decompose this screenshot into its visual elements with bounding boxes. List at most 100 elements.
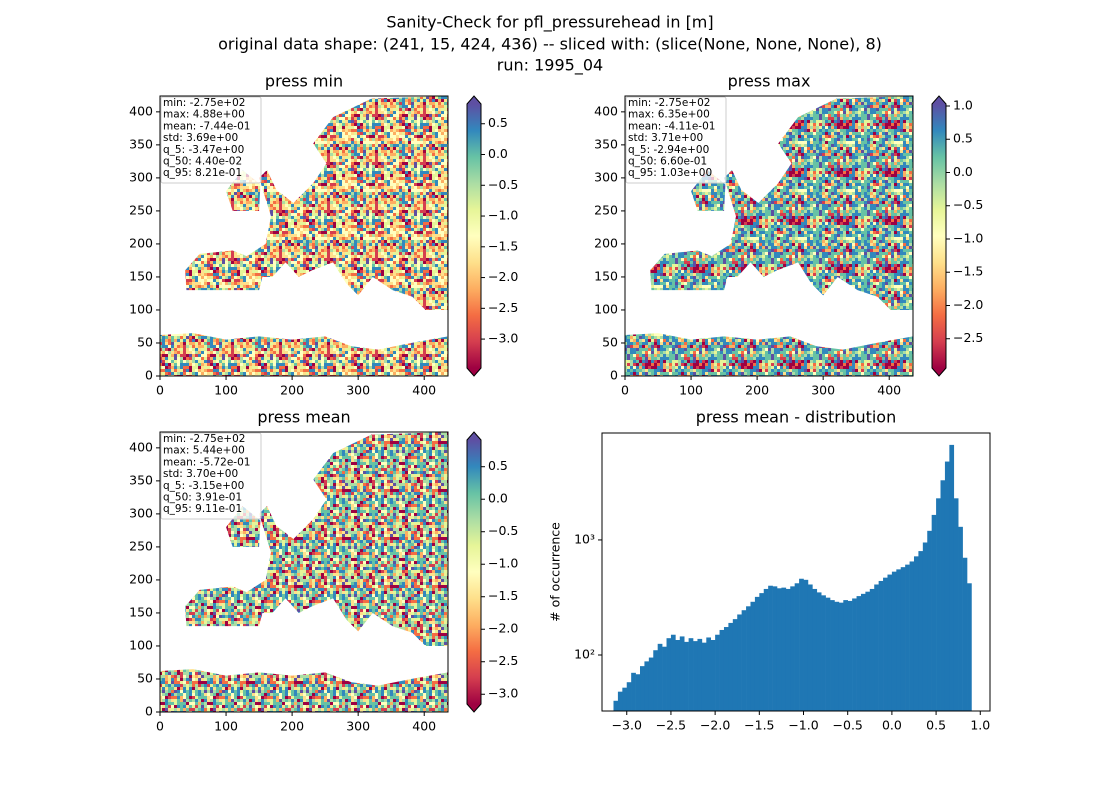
histogram-bar bbox=[737, 614, 742, 711]
histogram-bar bbox=[626, 682, 632, 711]
histogram-bar bbox=[874, 584, 879, 711]
histogram-bar bbox=[799, 578, 804, 711]
colorbar-tick-label: −2.0 bbox=[488, 269, 518, 284]
histogram-bar bbox=[852, 598, 857, 711]
histogram-bar bbox=[838, 602, 844, 711]
colorbar-tick-label: −3.0 bbox=[488, 331, 518, 346]
colorbar-tick-label: −1.5 bbox=[488, 588, 518, 603]
x-tick-label: −0.5 bbox=[833, 718, 863, 733]
histogram-bar bbox=[803, 579, 809, 711]
figure-subtitle: original data shape: (241, 15, 424, 436)… bbox=[218, 35, 882, 54]
histogram-bar bbox=[944, 461, 950, 711]
y-axis-label: # of occurrence bbox=[548, 522, 563, 622]
x-tick-label: 200 bbox=[745, 383, 769, 398]
colorbar-tick-label: 1.0 bbox=[953, 97, 973, 112]
map-land bbox=[712, 96, 913, 310]
colorbar-tick-label: −3.0 bbox=[488, 686, 518, 701]
colorbar bbox=[467, 440, 481, 704]
histogram-bar bbox=[697, 638, 703, 711]
colorbar-tick-label: −1.0 bbox=[953, 230, 983, 245]
colorbar bbox=[932, 104, 946, 368]
x-tick-label: 300 bbox=[811, 383, 835, 398]
histogram-bar bbox=[909, 561, 915, 711]
colorbar-extend-top bbox=[932, 96, 946, 104]
panel-title: press max bbox=[728, 72, 811, 91]
x-tick-label: 0 bbox=[156, 383, 164, 398]
y-tick-label: 50 bbox=[137, 670, 153, 685]
panel-title: press mean - distribution bbox=[696, 408, 896, 427]
stats-line: std: 3.70e+00 bbox=[163, 468, 238, 480]
x-tick-label: 200 bbox=[280, 719, 304, 734]
histogram-bar bbox=[830, 600, 835, 711]
y-tick-label: 250 bbox=[594, 202, 618, 217]
x-tick-label: 0.0 bbox=[882, 718, 902, 733]
map-land bbox=[650, 250, 731, 291]
histogram-bar bbox=[648, 657, 654, 711]
histogram-bar bbox=[900, 567, 906, 711]
x-tick-label: 0 bbox=[156, 719, 164, 734]
histogram-bar bbox=[746, 606, 751, 711]
histogram-bar bbox=[918, 551, 924, 711]
histogram-bar bbox=[878, 580, 884, 711]
histogram-bar bbox=[644, 661, 650, 711]
x-tick-label: −2.0 bbox=[700, 718, 730, 733]
colorbar-extend-top bbox=[467, 432, 481, 440]
histogram-bar bbox=[719, 629, 725, 711]
x-tick-label: −2.5 bbox=[656, 718, 686, 733]
histogram-bar bbox=[670, 634, 676, 711]
histogram-bar bbox=[940, 480, 946, 711]
stats-box bbox=[625, 96, 727, 184]
histogram-bar bbox=[891, 571, 897, 711]
histogram-bar bbox=[617, 691, 623, 711]
y-tick-label: 150 bbox=[129, 268, 153, 283]
map-land bbox=[160, 669, 448, 712]
histogram-bar bbox=[949, 444, 955, 711]
histogram-bar bbox=[759, 593, 765, 711]
colorbar bbox=[467, 104, 481, 368]
y-tick-label: 50 bbox=[602, 334, 618, 349]
colorbar-tick-label: −2.5 bbox=[488, 653, 518, 668]
histogram-bar bbox=[896, 569, 902, 711]
y-tick-label: 100 bbox=[594, 301, 618, 316]
colorbar-tick-label: −0.5 bbox=[488, 177, 518, 192]
stats-line: max: 4.88e+00 bbox=[163, 109, 245, 121]
histogram-bar bbox=[631, 672, 636, 711]
histogram-bar bbox=[679, 636, 685, 711]
x-tick-label: 400 bbox=[412, 383, 436, 398]
y-tick-label: 100 bbox=[129, 301, 153, 316]
histogram-bar bbox=[701, 642, 707, 711]
histogram-bar bbox=[635, 674, 641, 711]
stats-line: q_95: 9.11e-01 bbox=[163, 503, 242, 515]
histogram-bar bbox=[750, 601, 756, 711]
histogram-bar bbox=[706, 637, 712, 711]
histogram-bar bbox=[768, 585, 773, 711]
histogram-bar bbox=[843, 600, 849, 711]
map-land bbox=[247, 432, 448, 646]
histogram-bar bbox=[675, 639, 681, 711]
histogram-bar bbox=[931, 514, 937, 711]
x-tick-label: −3.0 bbox=[612, 718, 642, 733]
stats-line: std: 3.69e+00 bbox=[163, 132, 238, 144]
histogram-bar bbox=[693, 641, 698, 711]
histogram-bar bbox=[922, 542, 928, 711]
stats-line: mean: -4.11e-01 bbox=[628, 120, 715, 132]
x-tick-label: 1.0 bbox=[970, 718, 990, 733]
x-tick-label: 300 bbox=[346, 383, 370, 398]
stats-line: q_5: -3.15e+00 bbox=[163, 480, 244, 492]
colorbar-extend-bottom bbox=[932, 368, 946, 376]
stats-line: std: 3.71e+00 bbox=[628, 132, 703, 144]
histogram-bar bbox=[715, 634, 720, 711]
stats-line: min: -2.75e+02 bbox=[163, 97, 245, 109]
stats-line: q_50: 4.40e-02 bbox=[163, 156, 242, 168]
axes-frame bbox=[159, 95, 449, 377]
histogram-bar bbox=[776, 588, 782, 711]
colorbar-tick-label: 0.5 bbox=[488, 115, 508, 130]
histogram-bar bbox=[688, 638, 694, 711]
panel-title: press mean bbox=[257, 408, 350, 427]
histogram-bar bbox=[710, 639, 716, 711]
map-land bbox=[625, 333, 913, 376]
histogram-bar bbox=[913, 556, 919, 711]
histogram-bar bbox=[958, 526, 963, 711]
colorbar-tick-label: −1.5 bbox=[953, 264, 983, 279]
stats-line: q_95: 8.21e-01 bbox=[163, 167, 242, 179]
